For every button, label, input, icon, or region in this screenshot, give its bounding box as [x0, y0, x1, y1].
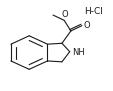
Text: O: O: [61, 10, 67, 19]
Text: NH: NH: [72, 48, 85, 57]
Text: H-Cl: H-Cl: [84, 7, 102, 16]
Text: O: O: [83, 21, 89, 30]
